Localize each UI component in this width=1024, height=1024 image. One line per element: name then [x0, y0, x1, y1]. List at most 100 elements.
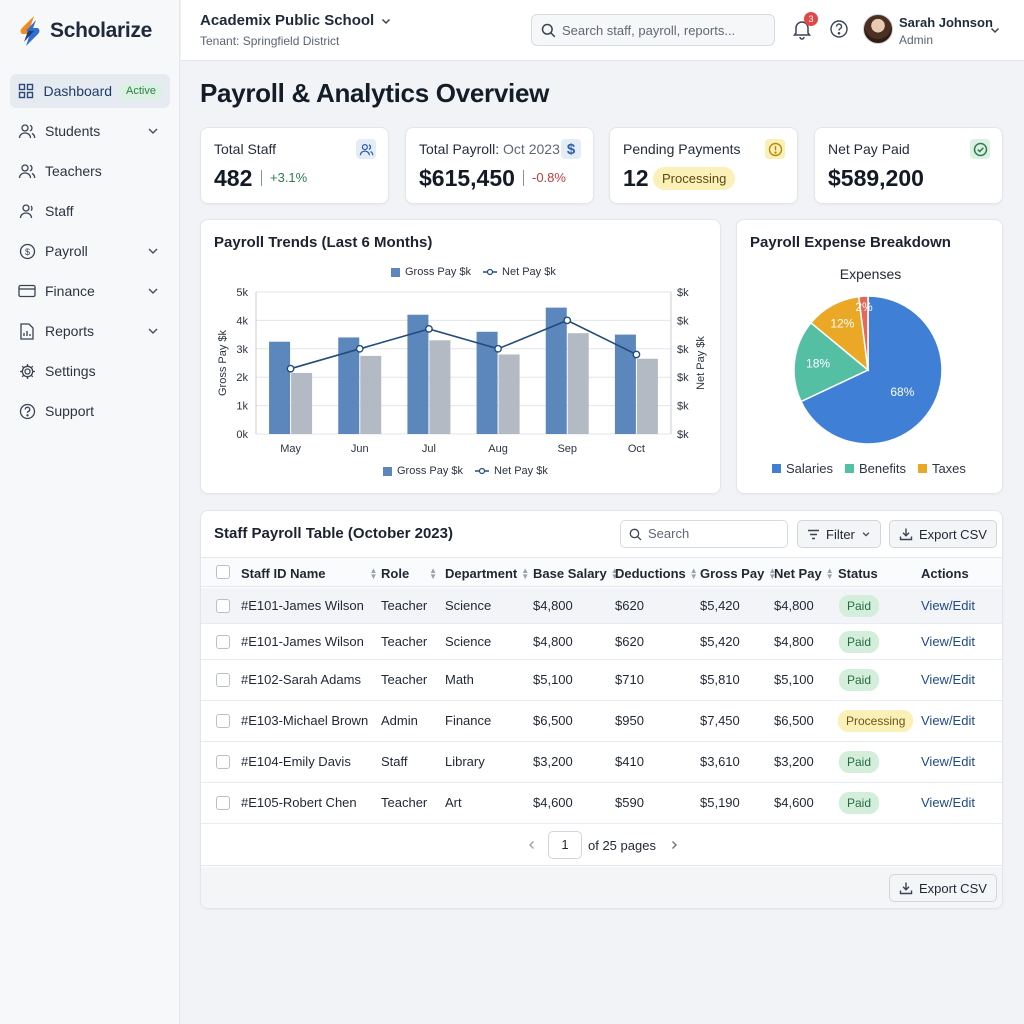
sidebar-item-support[interactable]: Support — [10, 394, 170, 428]
row-checkbox[interactable] — [216, 635, 230, 649]
user-role: Admin — [899, 33, 934, 47]
filter-button[interactable]: Filter — [797, 520, 881, 548]
row-checkbox[interactable] — [216, 714, 230, 728]
row-checkbox[interactable] — [216, 796, 230, 810]
column-header[interactable]: Department ▲ ▼ — [445, 566, 529, 581]
sort-icon: ▲ ▼ — [768, 565, 777, 581]
legend-label-net: Net Pay $k — [502, 266, 556, 278]
cell-base-salary: $4,800 — [533, 634, 573, 649]
page-number-input[interactable]: 1 — [548, 831, 582, 859]
column-header[interactable]: Net Pay ▲ ▼ — [774, 566, 834, 581]
cell-gross-pay: $5,420 — [700, 634, 740, 649]
column-label: Status — [838, 566, 878, 581]
legend-label-net: Net Pay $k — [494, 465, 548, 477]
sidebar-item-students[interactable]: Students — [10, 114, 170, 148]
chevron-down-icon — [862, 532, 870, 537]
cell-deductions: $710 — [615, 672, 644, 687]
kpi-value: 482 — [214, 165, 253, 191]
cell-role: Teacher — [381, 795, 428, 810]
app-logo[interactable]: Scholarize — [18, 14, 152, 48]
cell-base-salary: $4,600 — [533, 795, 573, 810]
check-circle-icon — [970, 139, 990, 159]
row-checkbox[interactable] — [216, 599, 230, 613]
row-checkbox[interactable] — [216, 673, 230, 687]
net-pay-point — [355, 344, 364, 353]
sidebar-item-reports[interactable]: Reports — [10, 314, 170, 348]
cell-role: Teacher — [381, 634, 428, 649]
y2-tick-label: $k — [677, 315, 689, 327]
pie-title: Expenses — [839, 266, 902, 282]
status-badge: Paid — [839, 792, 880, 814]
help-circle-icon[interactable] — [829, 19, 849, 39]
download-icon — [899, 528, 913, 541]
sidebar-item-finance[interactable]: Finance — [10, 274, 170, 308]
sort-icon: ▲ ▼ — [521, 565, 530, 581]
table-row[interactable]: #E102-Sarah Adams Teacher Math $5,100 $7… — [201, 660, 1002, 701]
column-header[interactable]: Staff ID Name ▲ ▼ — [241, 566, 377, 581]
chevron-down-icon — [148, 248, 158, 255]
sidebar-item-label: Reports — [45, 323, 95, 339]
column-header[interactable]: Base Salary ▲ ▼ — [533, 566, 619, 581]
table-title: Staff Payroll Table (October 2023) — [214, 525, 453, 542]
report-icon — [18, 322, 36, 340]
y2-tick-label: $k — [677, 372, 689, 384]
bar-gross — [407, 314, 429, 434]
chevron-right-icon[interactable] — [669, 840, 679, 850]
sort-icon: ▲ ▼ — [689, 565, 698, 581]
kpi-value: $615,450 — [419, 165, 515, 191]
chevron-down-icon — [148, 288, 158, 295]
kpi-label: Pending Payments — [623, 141, 741, 157]
table-row[interactable]: #E101-James Wilson Teacher Science $4,80… — [201, 624, 1002, 660]
global-search-input[interactable]: Search staff, payroll, reports... — [531, 14, 775, 46]
export-csv-button[interactable]: Export CSV — [889, 520, 997, 548]
chevron-left-icon[interactable] — [527, 840, 537, 850]
cell-role: Teacher — [381, 598, 428, 613]
column-header[interactable]: Deductions ▲ ▼ — [615, 566, 698, 581]
avatar[interactable] — [863, 14, 893, 44]
view-edit-link[interactable]: View/Edit — [921, 795, 975, 810]
select-all-checkbox[interactable] — [216, 565, 230, 579]
sidebar-item-payroll[interactable]: $ Payroll — [10, 234, 170, 268]
sidebar-item-dashboard[interactable]: Dashboard Active — [10, 74, 170, 108]
chevron-down-icon — [382, 18, 391, 24]
view-edit-link[interactable]: View/Edit — [921, 598, 975, 613]
y-tick-label: 5k — [236, 287, 248, 299]
page-title: Payroll & Analytics Overview — [200, 78, 550, 108]
legend-swatch-benefits — [844, 464, 854, 473]
sidebar-item-staff[interactable]: Staff — [10, 194, 170, 228]
top-header: Academix Public School Tenant: Springfie… — [181, 0, 1024, 61]
cell-deductions: $410 — [615, 754, 644, 769]
view-edit-link[interactable]: View/Edit — [921, 672, 975, 687]
table-row[interactable]: #E105-Robert Chen Teacher Art $4,600 $59… — [201, 783, 1002, 824]
column-header[interactable]: Role ▲ ▼ — [381, 566, 437, 581]
sort-icon: ▲ ▼ — [610, 565, 619, 581]
sidebar-item-settings[interactable]: Settings — [10, 354, 170, 388]
chevron-down-icon[interactable] — [989, 24, 1001, 36]
status-badge: Paid — [839, 631, 880, 653]
table-row[interactable]: #E104-Emily Davis Staff Library $3,200 $… — [201, 742, 1002, 783]
gear-icon — [18, 362, 36, 380]
sidebar-item-teachers[interactable]: Teachers — [10, 154, 170, 188]
column-header[interactable]: Gross Pay ▲ ▼ — [700, 566, 776, 581]
search-icon — [541, 23, 556, 38]
view-edit-link[interactable]: View/Edit — [921, 713, 975, 728]
export-csv-button-footer[interactable]: Export CSV — [889, 874, 997, 902]
chart-legend-bottom: Gross Pay $k Net Pay $k — [383, 465, 548, 477]
user-icon — [18, 202, 36, 220]
user-menu[interactable]: Sarah Johnson Admin — [899, 15, 993, 47]
cell-deductions: $950 — [615, 713, 644, 728]
pie-value-label: 68% — [890, 385, 914, 399]
row-checkbox[interactable] — [216, 755, 230, 769]
cell-net-pay: $3,200 — [774, 754, 814, 769]
table-search-input[interactable]: Search — [620, 520, 788, 548]
legend-line-net-icon — [475, 467, 490, 475]
chart-legend-top: Gross Pay $k Net Pay $k — [391, 266, 556, 278]
view-edit-link[interactable]: View/Edit — [921, 754, 975, 769]
table-row[interactable]: #E103-Michael Brown Admin Finance $6,500… — [201, 701, 1002, 742]
view-edit-link[interactable]: View/Edit — [921, 634, 975, 649]
table-row[interactable]: #E101-James Wilson Teacher Science $4,80… — [201, 588, 1002, 624]
school-selector[interactable]: Academix Public School Tenant: Springfie… — [200, 12, 392, 48]
grid-icon — [18, 82, 35, 100]
legend-swatch-gross — [383, 466, 392, 476]
filter-label: Filter — [826, 526, 855, 542]
